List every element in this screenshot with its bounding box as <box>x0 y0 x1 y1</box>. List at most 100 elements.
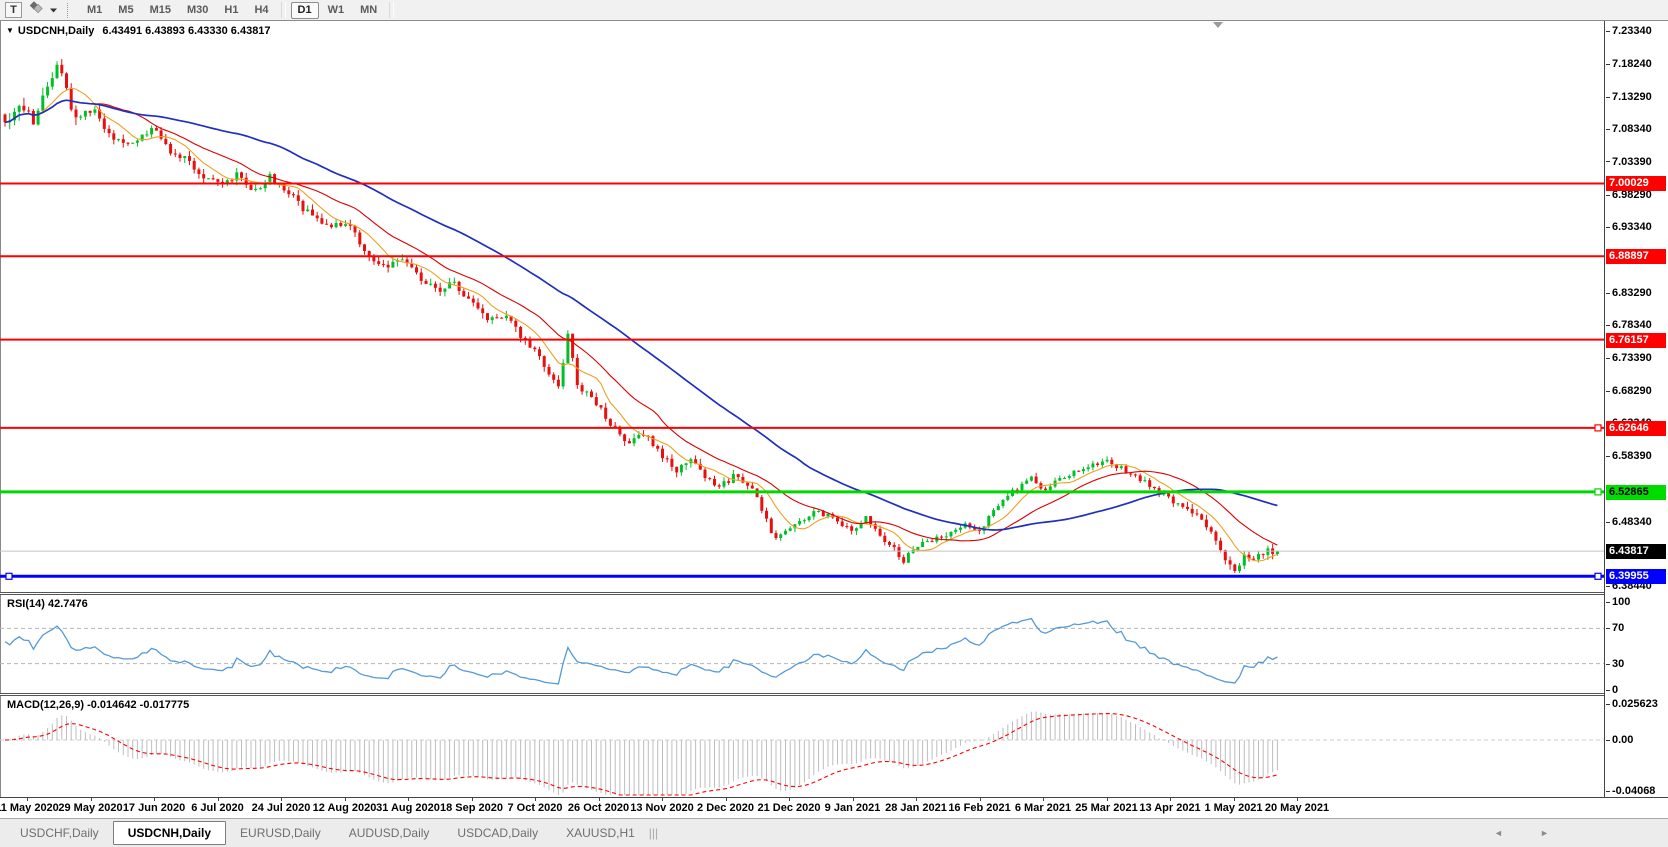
price-tag: 6.43817 <box>1606 544 1666 559</box>
line-handle[interactable] <box>1594 488 1602 496</box>
chart-tab-usdchf[interactable]: USDCHF,Daily <box>20 826 99 840</box>
timeframe-button-m1[interactable]: M1 <box>87 3 103 16</box>
chart-tab-usdcad[interactable]: USDCAD,Daily <box>457 826 539 840</box>
date-tick-mark <box>1043 798 1044 801</box>
price-axis-label: 6.93340 <box>1612 221 1652 234</box>
date-label: 11 May 2020 <box>0 802 59 814</box>
date-tick-mark <box>535 798 536 801</box>
date-tick-mark <box>1297 798 1298 801</box>
price-tag: 6.62646 <box>1606 421 1666 436</box>
price-axis[interactable]: 7.23340 7.18240 7.13290 7.08340 7.03390 6.982… <box>1604 21 1668 797</box>
candlestick-series <box>3 59 1279 574</box>
price-tag: 6.88897 <box>1606 249 1666 264</box>
tab-scroll-right-button[interactable]: ► <box>1540 828 1549 838</box>
panel-separator[interactable] <box>0 592 1668 595</box>
tab-scroll-left-button[interactable]: ◄ <box>1494 828 1503 838</box>
price-axis-label: 7.18240 <box>1612 58 1652 71</box>
date-label: 26 Oct 2020 <box>567 802 630 814</box>
price-tag: 7.00029 <box>1606 176 1666 191</box>
ma-50-line <box>4 99 1278 531</box>
date-tick-mark <box>154 798 155 801</box>
chart-tab-xauusd[interactable]: XAUUSD,H1 <box>566 826 635 840</box>
date-label: 24 Jul 2020 <box>251 802 311 814</box>
axis-tick-mark <box>1606 522 1610 523</box>
date-tick-mark <box>91 798 92 801</box>
tab-separator: | <box>648 826 652 840</box>
macd-scale-label: 0.025623 <box>1612 698 1658 711</box>
date-label: 13 Nov 2020 <box>630 802 694 814</box>
text-tool-button[interactable]: T <box>5 2 22 18</box>
axis-tick-mark <box>1606 740 1610 741</box>
panel-separator[interactable] <box>0 693 1668 696</box>
axis-tick-mark <box>1606 97 1610 98</box>
chart-tab-audusd[interactable]: AUDUSD,Daily <box>348 826 430 840</box>
date-label: 2 Dec 2020 <box>697 802 754 814</box>
time-axis[interactable]: 11 May 2020 29 May 2020 17 Jun 2020 6 Jul 2… <box>0 798 1668 818</box>
rsi-panel[interactable] <box>0 595 1604 693</box>
rsi-label: RSI(14) 42.7476 <box>7 598 88 610</box>
date-label: 16 Feb 2021 <box>948 802 1011 814</box>
timeframe-button-w1[interactable]: W1 <box>327 3 345 16</box>
timeframe-button-m5[interactable]: M5 <box>118 3 134 16</box>
line-handle[interactable] <box>1594 424 1602 432</box>
date-label: 7 Oct 2020 <box>507 802 563 814</box>
rsi-scale-label: 30 <box>1612 657 1625 670</box>
timeframe-button-h4[interactable]: H4 <box>254 3 269 16</box>
rsi-line <box>4 617 1278 685</box>
date-tick-mark <box>1170 798 1171 801</box>
price-axis-label: 6.48340 <box>1612 515 1652 528</box>
date-label: 29 May 2020 <box>58 802 123 814</box>
date-label: 20 May 2021 <box>1264 802 1330 814</box>
chart-title: ▼ USDCNH,Daily 6.43491 6.43893 6.43330 6.4… <box>6 25 271 37</box>
chart-tab-eurusd[interactable]: EURUSD,Daily <box>240 826 321 840</box>
macd-panel[interactable] <box>0 696 1604 797</box>
price-axis-label: 6.58390 <box>1612 449 1652 462</box>
line-handle[interactable] <box>5 572 13 580</box>
date-label: 12 Aug 2020 <box>312 802 377 814</box>
toolbar-separator <box>389 2 395 18</box>
price-axis-label: 7.08340 <box>1612 123 1652 136</box>
axis-tick-mark <box>1606 161 1610 162</box>
timeframe-button-h1[interactable]: H1 <box>224 3 239 16</box>
price-tag: 6.39955 <box>1606 569 1666 584</box>
tab-separator: | <box>655 826 659 840</box>
date-label: 13 Apr 2021 <box>1139 802 1201 814</box>
date-label: 21 Dec 2020 <box>757 802 821 814</box>
tab-separator: | <box>651 826 656 840</box>
price-axis-label: 7.03390 <box>1612 155 1652 168</box>
date-tick-mark <box>408 798 409 801</box>
axis-tick-mark <box>1606 791 1610 792</box>
main-price-panel[interactable] <box>0 21 1604 592</box>
chart-symbol: USDCNH,Daily <box>17 25 95 37</box>
date-tick-mark <box>980 798 981 801</box>
axis-tick-mark <box>1606 602 1610 603</box>
collapse-icon[interactable]: ▼ <box>6 26 14 35</box>
chart-tab-usdcnh[interactable]: USDCNH,Daily <box>112 821 227 845</box>
axis-tick-mark <box>1606 64 1610 65</box>
timeframe-button-m15[interactable]: M15 <box>149 3 171 16</box>
date-tick-mark <box>472 798 473 801</box>
price-axis-label: 7.23340 <box>1612 25 1652 37</box>
date-tick-mark <box>726 798 727 801</box>
top-toolbar: T M1 M5 M15 M30 H1 H4 D1 W1 MN <box>0 0 1668 21</box>
macd-signal-line <box>4 712 1278 796</box>
date-tick-mark <box>281 798 282 801</box>
line-handle[interactable] <box>1594 572 1602 580</box>
date-tick-mark <box>599 798 600 801</box>
macd-histogram <box>9 711 1278 795</box>
toolbar-separator <box>280 2 286 18</box>
date-label: 31 Aug 2020 <box>376 802 440 814</box>
rsi-scale-label: 0 <box>1612 684 1619 696</box>
price-axis-label: 6.83290 <box>1612 286 1652 299</box>
chart-ohlc-values: 6.43491 6.43893 6.43330 6.43817 <box>102 25 271 37</box>
timeframe-button-m30[interactable]: M30 <box>186 3 209 16</box>
chart-tab-bar: USDCHF,Daily USDCNH,Daily EURUSD,Daily AUDU… <box>0 818 1668 847</box>
timeframe-button-mn[interactable]: MN <box>360 3 378 16</box>
toolbar-grip[interactable] <box>67 2 74 18</box>
date-tick-mark <box>218 798 219 801</box>
chart-left-border <box>0 21 1 797</box>
timeframe-button-d1[interactable]: D1 <box>290 1 319 19</box>
cascade-charts-button[interactable] <box>27 0 58 20</box>
axis-tick-mark <box>1606 293 1610 294</box>
chart-shift-marker[interactable] <box>1213 22 1223 28</box>
